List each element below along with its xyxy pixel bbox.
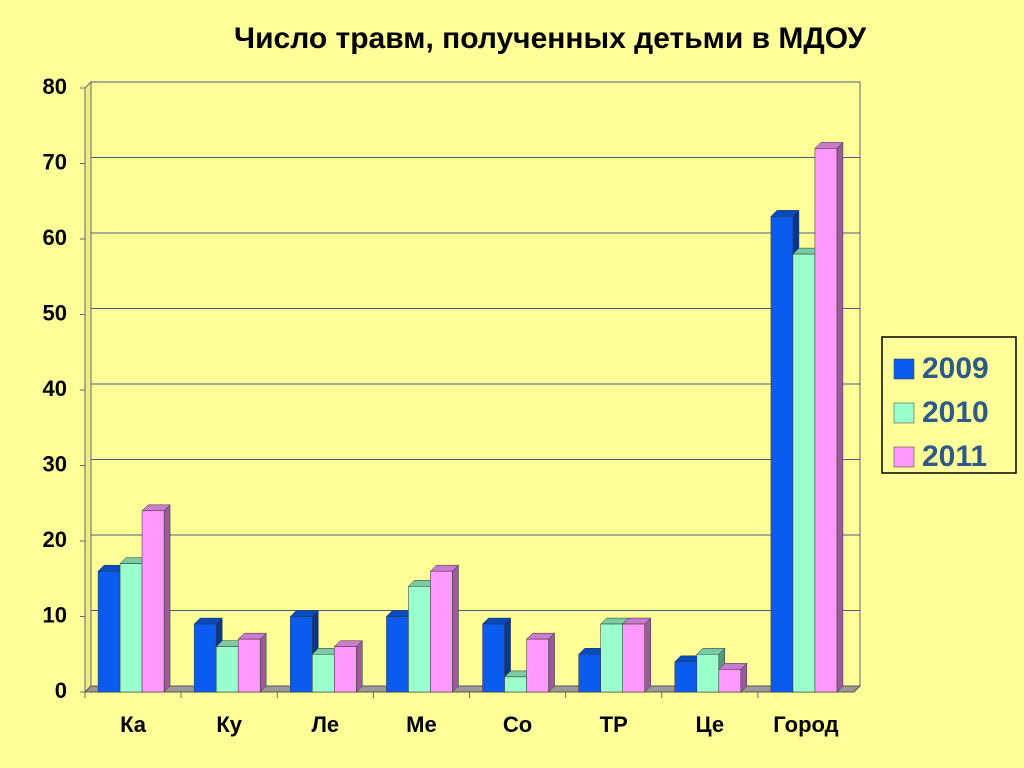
bar-front — [119, 563, 143, 693]
bar-front — [718, 669, 742, 693]
bar-side — [259, 632, 267, 693]
bar-front — [334, 646, 357, 693]
x-tick-label: ТР — [600, 712, 628, 737]
x-tick-label: Ку — [216, 712, 242, 737]
bar-front — [193, 623, 217, 693]
x-tick-label: Ка — [120, 712, 147, 737]
bar-front — [215, 646, 239, 693]
bar-front — [696, 654, 720, 693]
y-tick-label: 80 — [43, 74, 67, 99]
bar-side — [356, 640, 363, 693]
y-tick-label: 50 — [43, 300, 67, 325]
y-tick-label: 30 — [43, 451, 67, 476]
legend-swatch — [893, 402, 915, 424]
bar-side — [836, 141, 844, 693]
bar — [622, 617, 652, 693]
x-tick-label: Со — [503, 712, 532, 737]
bar-front — [482, 623, 505, 693]
bar-front — [526, 638, 549, 693]
x-tick-label: Це — [696, 712, 725, 737]
bar-front — [408, 586, 431, 693]
y-tick-label: 40 — [43, 376, 67, 401]
legend-swatch — [893, 446, 915, 468]
x-tick-label: Ле — [311, 712, 339, 737]
bar — [141, 504, 171, 693]
y-tick-label: 60 — [43, 225, 67, 250]
bar — [237, 632, 267, 693]
plot-area — [83, 80, 862, 694]
bar-front — [386, 616, 409, 693]
legend-swatch — [893, 358, 915, 380]
bar-front — [792, 253, 816, 693]
bar-side — [163, 504, 171, 693]
bar — [525, 632, 556, 693]
bar-front — [237, 638, 261, 693]
bar-front — [430, 570, 453, 693]
bar-front — [290, 616, 313, 693]
chart-title: Число травм, полученных детьми в МДОУ — [234, 22, 866, 55]
x-tick-label: Город — [773, 712, 838, 737]
side-wall — [84, 80, 92, 694]
bar-side — [644, 617, 651, 693]
bar-front — [600, 623, 623, 693]
bar — [429, 564, 460, 693]
y-tick-label: 10 — [43, 602, 67, 627]
legend-label: 2009 — [922, 352, 989, 385]
bar-side — [452, 564, 459, 693]
y-tick-label: 0 — [55, 678, 67, 703]
legend-label: 2010 — [922, 396, 989, 429]
bar — [814, 141, 844, 693]
bar — [578, 647, 608, 693]
bar-front — [622, 623, 645, 693]
bar-front — [141, 510, 165, 693]
bar-front — [97, 570, 121, 693]
y-tick-label: 20 — [43, 527, 67, 552]
bar-front — [504, 676, 527, 693]
y-tick-label: 70 — [43, 149, 67, 174]
bar — [289, 609, 319, 693]
bar — [333, 640, 363, 693]
legend-label: 2011 — [922, 440, 987, 473]
bar-front — [312, 654, 335, 693]
bar-front — [578, 654, 601, 693]
bar — [718, 662, 748, 693]
bar-front — [674, 661, 698, 693]
bar-side — [548, 632, 555, 693]
bar-front — [770, 216, 794, 693]
bar-front — [814, 148, 838, 693]
x-tick-label: Ме — [406, 712, 437, 737]
bar — [481, 617, 512, 693]
